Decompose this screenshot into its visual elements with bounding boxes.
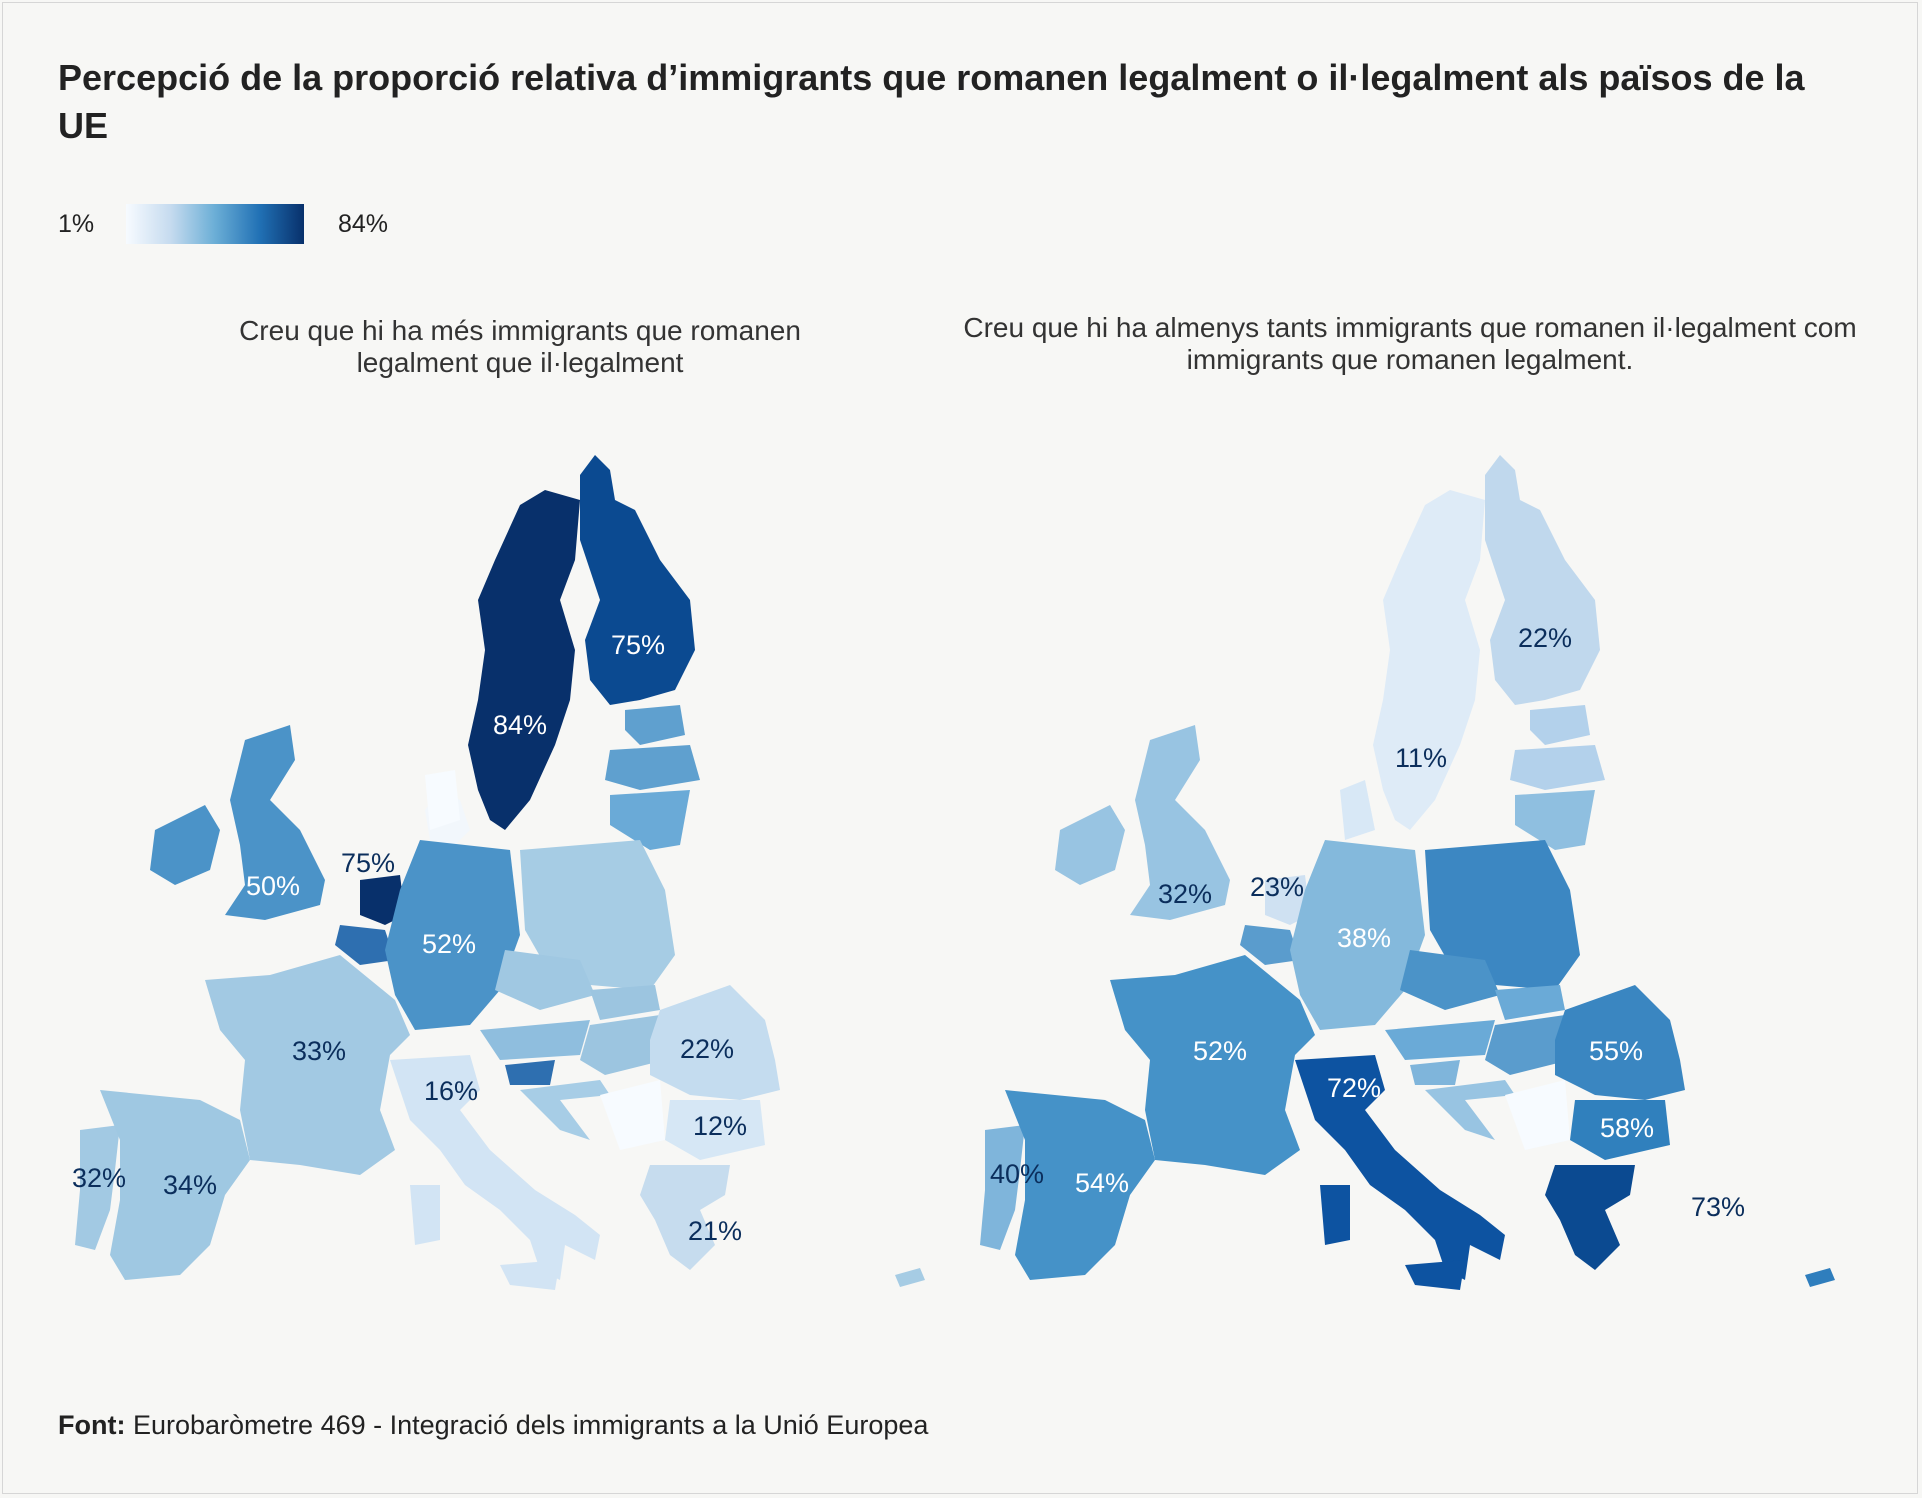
right-country-hungary — [1485, 1015, 1570, 1075]
right-country-denmark — [1340, 780, 1375, 840]
left-map-subtitle: Creu que hi ha més immigrants que romane… — [239, 315, 801, 378]
left-label-sweden: 84% — [493, 710, 547, 740]
right-country-netherlands — [1265, 875, 1310, 925]
left-country-serbia — [600, 1080, 665, 1150]
right-label-spain: 54% — [1075, 1168, 1129, 1198]
right-country-sweden — [1373, 490, 1485, 830]
left-country-sardinia — [410, 1185, 440, 1245]
right-country-portugal — [980, 1125, 1025, 1250]
left-country-spain — [100, 1090, 250, 1280]
right-label-finland: 22% — [1518, 623, 1572, 653]
left-country-belgium — [335, 925, 395, 965]
right-country-austria — [1385, 1020, 1495, 1060]
left-country-netherlands — [360, 875, 405, 925]
left-country-hungary — [580, 1015, 665, 1075]
chart-title: Percepció de la proporció relativa d’imm… — [58, 57, 1805, 146]
right-country-estonia — [1530, 705, 1590, 745]
right-label-romania: 55% — [1589, 1036, 1643, 1066]
left-country-romania — [650, 985, 780, 1100]
legend-gradient-bar — [126, 204, 304, 244]
left-country-croatia — [520, 1080, 610, 1140]
right-label-sweden: 11% — [1395, 743, 1447, 773]
right-country-greece — [1545, 1165, 1635, 1270]
right-country-czechia — [1400, 950, 1500, 1010]
left-label-germany: 52% — [422, 929, 476, 959]
left-country-sicily — [500, 1260, 560, 1290]
left-country-estonia — [625, 705, 685, 745]
left-label-bulgaria: 12% — [693, 1111, 747, 1141]
right-map — [980, 455, 1835, 1290]
right-country-cyprus — [1805, 1268, 1835, 1287]
right-label-italy: 72% — [1327, 1073, 1381, 1103]
right-label-france: 52% — [1193, 1036, 1247, 1066]
left-label-uk: 50% — [246, 871, 300, 901]
left-country-slovenia — [505, 1060, 555, 1085]
right-label-uk: 32% — [1158, 879, 1212, 909]
right-country-sardinia — [1320, 1185, 1350, 1245]
right-country-serbia — [1505, 1080, 1570, 1150]
left-country-poland — [520, 840, 675, 990]
right-country-ireland — [1055, 805, 1125, 885]
right-country-italy — [1295, 1055, 1505, 1280]
right-country-germany — [1290, 840, 1425, 1030]
right-country-lithuania — [1515, 790, 1595, 850]
right-country-belgium — [1240, 925, 1300, 965]
right-country-romania — [1555, 985, 1685, 1100]
legend-min-label: 1% — [58, 210, 95, 238]
right-country-croatia — [1425, 1080, 1515, 1140]
right-country-bulgaria — [1570, 1100, 1670, 1160]
left-label-italy: 16% — [424, 1076, 478, 1106]
left-country-portugal — [75, 1125, 120, 1250]
right-label-greece: 73% — [1691, 1192, 1745, 1222]
left-label-portugal: 32% — [72, 1163, 126, 1193]
right-country-slovenia — [1410, 1060, 1460, 1085]
right-country-uk — [1130, 725, 1230, 920]
legend-max-label: 84% — [338, 210, 389, 238]
left-label-greece: 21% — [688, 1216, 742, 1246]
left-country-italy — [390, 1055, 600, 1280]
right-country-poland — [1425, 840, 1580, 990]
left-country-austria — [480, 1020, 590, 1060]
left-country-lithuania — [610, 790, 690, 850]
right-country-spain — [1005, 1090, 1155, 1280]
left-country-slovakia — [590, 985, 660, 1020]
right-country-france — [1110, 955, 1315, 1175]
left-country-greece — [640, 1165, 730, 1270]
right-country-latvia — [1510, 745, 1605, 790]
right-map-subtitle: Creu que hi ha almenys tants immigrants … — [963, 312, 1857, 375]
left-map — [75, 455, 925, 1290]
right-label-bulgaria: 58% — [1600, 1113, 1654, 1143]
right-label-portugal: 40% — [990, 1159, 1044, 1189]
left-label-spain: 34% — [163, 1170, 217, 1200]
left-country-czechia — [495, 950, 595, 1010]
left-country-bulgaria — [665, 1100, 765, 1160]
left-country-ireland — [150, 805, 220, 885]
source-text: Eurobaròmetre 469 - Integració dels immi… — [132, 1410, 929, 1440]
left-country-finland — [580, 455, 695, 705]
left-country-cyprus — [895, 1268, 925, 1287]
left-country-sweden — [468, 490, 580, 830]
left-label-france: 33% — [292, 1036, 346, 1066]
left-country-uk — [225, 725, 325, 920]
left-country-denmark — [425, 770, 460, 830]
left-label-romania: 22% — [680, 1034, 734, 1064]
right-label-germany: 38% — [1337, 923, 1391, 953]
left-country-france — [205, 955, 410, 1175]
left-label-netherlands: 75% — [341, 848, 395, 878]
left-country-latvia — [605, 745, 700, 790]
right-country-slovakia — [1495, 985, 1565, 1020]
source-note: Font: Eurobaròmetre 469 - Integració del… — [58, 1410, 928, 1441]
left-label-finland: 75% — [611, 630, 665, 660]
left-country-germany — [385, 840, 520, 1030]
right-country-finland — [1485, 455, 1600, 705]
right-label-netherlands: 23% — [1250, 872, 1304, 902]
source-label: Font: — [58, 1410, 126, 1440]
right-country-sicily — [1405, 1260, 1465, 1290]
